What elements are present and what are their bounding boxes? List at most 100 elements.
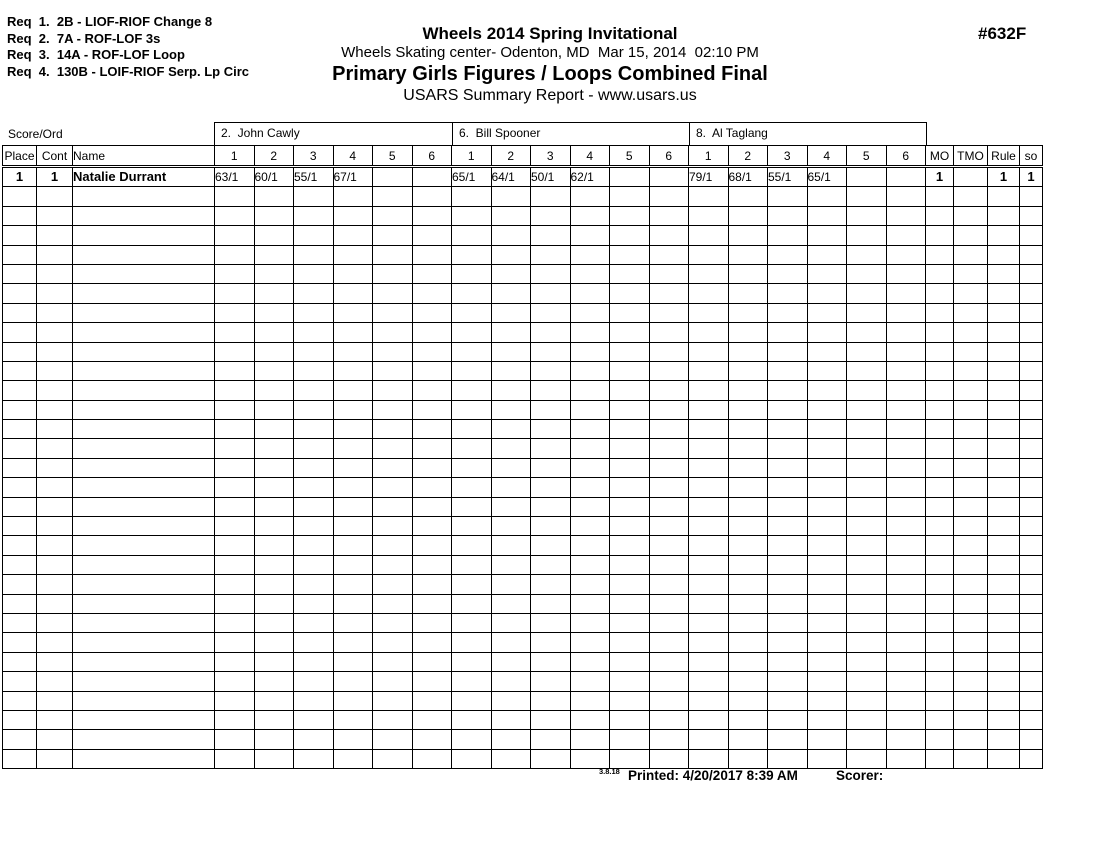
- place-cell: [2, 244, 37, 265]
- score-cell: [253, 535, 294, 556]
- score-cell: [490, 186, 531, 207]
- score-cell: [372, 477, 413, 498]
- score-cell: [372, 205, 413, 227]
- score-cell: [411, 748, 452, 770]
- rule-cell: [987, 263, 1020, 285]
- name-cell: [72, 419, 215, 440]
- score-cell: [490, 690, 531, 711]
- table-row: [2, 341, 1043, 362]
- place-cell: [2, 380, 37, 401]
- score-cell: [648, 477, 689, 498]
- name-cell: [72, 283, 215, 304]
- judge-header-3: 8. Al Taglang: [689, 122, 927, 146]
- score-cell: [806, 671, 847, 692]
- score-cell: [332, 496, 373, 518]
- so-cell: [1019, 341, 1043, 362]
- score-cell: [648, 632, 689, 653]
- score-cell: [806, 535, 847, 556]
- score-cell: [332, 554, 373, 576]
- score-cell: [253, 419, 294, 440]
- so-cell: [1019, 322, 1043, 343]
- score-cell: [609, 302, 650, 324]
- score-cell: [451, 516, 492, 537]
- score-cell: [885, 729, 926, 750]
- tmo-cell: [953, 205, 988, 227]
- score-cell: [530, 360, 571, 382]
- tmo-cell: [953, 341, 988, 362]
- score-cell: [253, 554, 294, 576]
- col-header-name: Name: [72, 145, 215, 168]
- place-cell: [2, 263, 37, 285]
- event-title: Primary Girls Figures / Loops Combined F…: [332, 63, 768, 85]
- score-cell: [490, 593, 531, 614]
- so-cell: [1019, 651, 1043, 673]
- rule-cell: [987, 302, 1020, 324]
- score-cell: [727, 496, 768, 518]
- score-cell: [332, 341, 373, 362]
- score-cell: [727, 205, 768, 227]
- so-cell: [1019, 574, 1043, 595]
- score-cell: [530, 341, 571, 362]
- score-cell: [648, 244, 689, 265]
- score-cell: [767, 535, 808, 556]
- score-cell: [688, 690, 729, 711]
- score-cell: [451, 535, 492, 556]
- score-cell: [411, 671, 452, 692]
- score-cell: [253, 438, 294, 459]
- score-cell: [451, 244, 492, 265]
- score-cell: [846, 399, 887, 421]
- score-cell: [293, 729, 334, 750]
- score-cell: [253, 283, 294, 304]
- score-cell: [490, 632, 531, 653]
- score-cell: [767, 671, 808, 692]
- cont-cell: [36, 186, 73, 207]
- score-cell: [372, 186, 413, 207]
- score-cell: [885, 709, 926, 731]
- score-cell: 60/1: [253, 165, 294, 188]
- score-cell: [451, 651, 492, 673]
- score-cell: [609, 748, 650, 770]
- score-cell: [767, 632, 808, 653]
- requirement-line: Req 4. 130B - LOIF-RIOF Serp. Lp Circ: [7, 63, 249, 79]
- score-cell: [885, 748, 926, 770]
- score-cell: [332, 651, 373, 673]
- col-header-score: 5: [609, 145, 650, 168]
- score-cell: [411, 360, 452, 382]
- score-cell: [609, 205, 650, 227]
- score-cell: [372, 302, 413, 324]
- score-cell: [293, 225, 334, 246]
- score-cell: [372, 593, 413, 614]
- score-cell: [451, 360, 492, 382]
- rule-cell: [987, 593, 1020, 614]
- score-cell: [727, 690, 768, 711]
- score-cell: [648, 554, 689, 576]
- score-cell: [767, 438, 808, 459]
- score-cell: [846, 263, 887, 285]
- rule-cell: [987, 477, 1020, 498]
- tmo-cell: [953, 225, 988, 246]
- col-header-score: 1: [688, 145, 729, 168]
- score-cell: [846, 593, 887, 614]
- score-cell: [846, 205, 887, 227]
- score-cell: [806, 709, 847, 731]
- score-cell: [451, 690, 492, 711]
- place-cell: [2, 496, 37, 518]
- score-cell: [332, 574, 373, 595]
- score-cell: [332, 322, 373, 343]
- score-cell: [727, 748, 768, 770]
- score-cell: [767, 748, 808, 770]
- score-cell: [451, 341, 492, 362]
- score-cell: [372, 632, 413, 653]
- score-cell: [253, 322, 294, 343]
- score-cell: [451, 671, 492, 692]
- score-cell: [846, 457, 887, 479]
- score-cell: [806, 283, 847, 304]
- score-cell: [530, 380, 571, 401]
- score-cell: [727, 302, 768, 324]
- score-cell: [727, 283, 768, 304]
- score-cell: [214, 690, 255, 711]
- score-cell: [609, 516, 650, 537]
- name-cell: [72, 709, 215, 731]
- score-cell: [727, 554, 768, 576]
- name-cell: [72, 186, 215, 207]
